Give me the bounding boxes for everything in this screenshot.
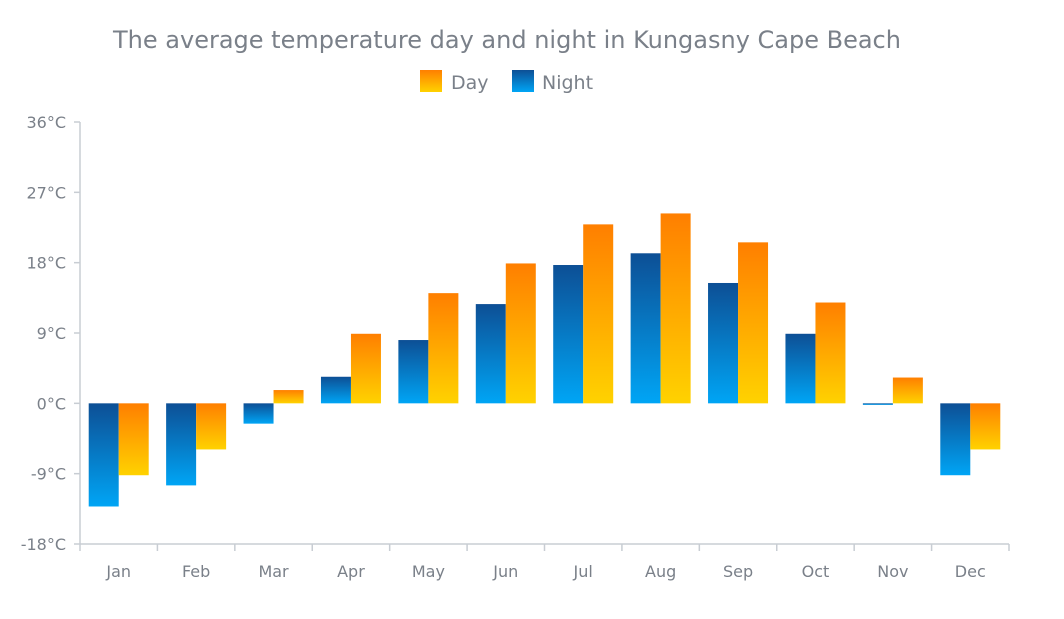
bar-day-jan[interactable] bbox=[118, 403, 149, 476]
legend-swatch-night bbox=[512, 70, 534, 92]
x-tick-label: Feb bbox=[182, 562, 210, 581]
bar-night-feb[interactable] bbox=[166, 403, 197, 486]
legend-item-night[interactable]: Night bbox=[512, 70, 593, 94]
bar-day-jul[interactable] bbox=[583, 224, 614, 404]
bar-night-mar[interactable] bbox=[243, 403, 274, 424]
chart-title: The average temperature day and night in… bbox=[112, 26, 901, 54]
bar-day-oct[interactable] bbox=[815, 302, 846, 404]
bar-day-sep[interactable] bbox=[738, 242, 769, 404]
bar-day-dec[interactable] bbox=[970, 403, 1001, 450]
legend-label-day: Day bbox=[451, 72, 489, 94]
x-tick-label: Dec bbox=[955, 562, 986, 581]
x-tick-label: May bbox=[412, 562, 445, 581]
x-tick-label: Jul bbox=[573, 562, 593, 581]
x-tick-label: Mar bbox=[258, 562, 289, 581]
bar-night-apr[interactable] bbox=[320, 376, 351, 404]
y-axis: -18°C -9°C 0°C 9°C 18°C 27°C 36°C bbox=[21, 113, 81, 554]
y-tick-label: 18°C bbox=[26, 254, 66, 273]
bar-night-aug[interactable] bbox=[630, 253, 661, 404]
bar-day-nov[interactable] bbox=[892, 377, 923, 404]
x-tick-label: Apr bbox=[337, 562, 365, 581]
x-tick-label: Sep bbox=[723, 562, 753, 581]
y-tick-label: 9°C bbox=[37, 324, 66, 343]
bar-day-apr[interactable] bbox=[350, 333, 381, 404]
legend-swatch-day bbox=[420, 70, 442, 92]
bar-night-oct[interactable] bbox=[785, 333, 816, 404]
bar-night-jan[interactable] bbox=[88, 403, 119, 507]
bar-night-sep[interactable] bbox=[708, 282, 739, 404]
legend-label-night: Night bbox=[542, 72, 593, 94]
bar-day-feb[interactable] bbox=[196, 403, 227, 450]
bar-day-aug[interactable] bbox=[660, 213, 691, 404]
bar-day-mar[interactable] bbox=[273, 390, 304, 404]
y-tick-label: 27°C bbox=[26, 183, 66, 202]
y-tick-label: -18°C bbox=[21, 535, 66, 554]
x-axis: Jan Feb Mar Apr May Jun Jul Aug Sep Oct Nov Dec bbox=[79, 543, 1010, 581]
x-tick-label: Nov bbox=[877, 562, 908, 581]
bar-night-jun[interactable] bbox=[475, 304, 506, 404]
bar-night-nov[interactable] bbox=[862, 403, 893, 405]
legend-item-day[interactable]: Day bbox=[420, 70, 489, 94]
x-tick-label: Aug bbox=[645, 562, 676, 581]
bar-day-may[interactable] bbox=[428, 293, 459, 404]
bar-night-dec[interactable] bbox=[940, 403, 971, 476]
y-tick-label: 0°C bbox=[37, 394, 66, 413]
bar-night-may[interactable] bbox=[398, 340, 429, 404]
bar-night-jul[interactable] bbox=[553, 265, 584, 404]
y-tick-label: -9°C bbox=[31, 465, 66, 484]
x-tick-label: Jan bbox=[105, 562, 131, 581]
y-tick-label: 36°C bbox=[26, 113, 66, 132]
bar-day-jun[interactable] bbox=[505, 263, 536, 404]
legend: Day Night bbox=[420, 70, 593, 94]
x-tick-label: Oct bbox=[802, 562, 830, 581]
bars bbox=[88, 213, 1001, 507]
x-tick-label: Jun bbox=[492, 562, 518, 581]
